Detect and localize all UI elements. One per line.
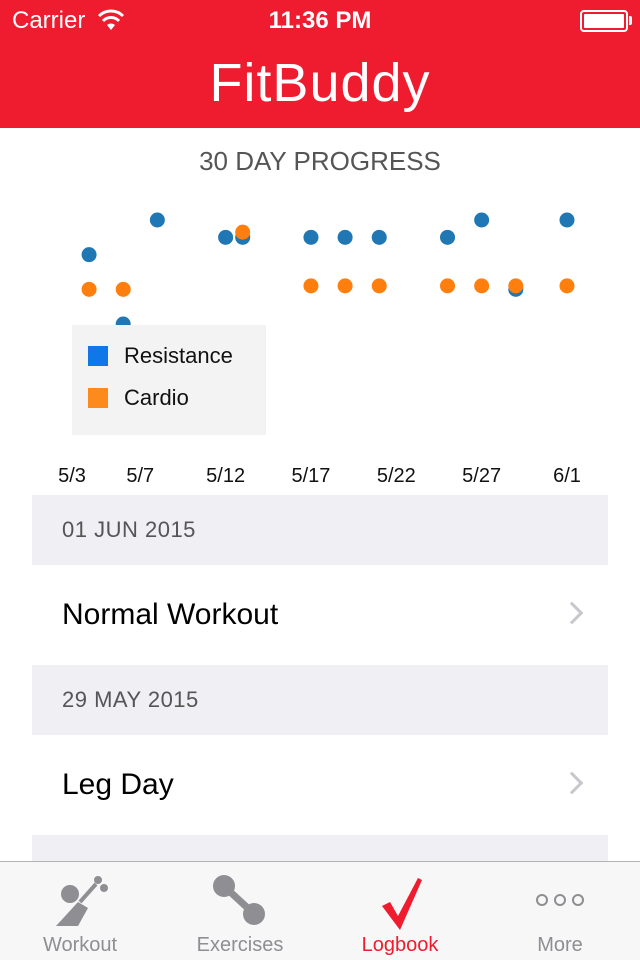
more-dots-icon [536,894,584,906]
workout-icon [56,876,108,926]
tab-label: Workout [42,934,118,956]
point-cardio-5 [371,278,387,294]
chevron-right-icon [560,771,584,795]
progress-chart: 5/3 5/7 5/12 5/17 5/22 5/27 6/1 30 DAY PROGRES… [0,128,640,495]
legend-label-cardio: Cardio [124,385,189,410]
wifi-icon [97,9,125,30]
point-cardio-6 [440,278,456,294]
section-header-date: 29 MAY 2015 [32,665,608,735]
tab-more[interactable]: More [480,862,640,960]
workout-row-leg-day[interactable]: Leg Day [32,735,608,835]
tab-logbook[interactable]: Logbook [320,862,480,960]
point-cardio-7 [474,278,490,294]
battery-tip [629,16,632,25]
chart-canvas: 5/3 5/7 5/12 5/17 5/22 5/27 6/1 [58,212,581,487]
workout-row-normal-workout[interactable]: Normal Workout [32,565,608,665]
section-header-date: 01 JUN 2015 [32,495,608,565]
point-resistance-9 [474,212,490,228]
x-tick-label: 5/7 [126,465,154,487]
x-tick-label: 5/22 [377,465,416,487]
logbook-list[interactable]: 01 JUN 2015 Normal Workout 29 MAY 2015 L… [32,495,608,861]
chart-title: 30 DAY PROGRESS [199,146,441,176]
tab-workout[interactable]: Workout [0,862,160,960]
point-resistance-0 [81,247,97,263]
app-title: FitBuddy [209,53,431,113]
battery-fill [584,14,624,28]
app-header: Carrier 11:36 PM FitBuddy [0,0,640,128]
legend-label-resistance: Resistance [124,343,233,368]
tab-exercises[interactable]: Exercises [160,862,320,960]
point-cardio-4 [337,278,353,294]
tab-label: Logbook [361,934,439,956]
legend-item-resistance: Resistance [88,341,233,371]
point-resistance-11 [559,212,575,228]
workout-name: Normal Workout [62,598,279,631]
carrier-label: Carrier [12,7,86,34]
point-resistance-6 [337,229,353,245]
workout-name: Leg Day [62,768,174,801]
point-resistance-7 [371,229,387,245]
checkmark-icon [382,878,422,930]
point-cardio-2 [235,224,251,240]
status-bar: Carrier 11:36 PM [0,0,640,40]
clock: 11:36 PM [268,7,372,34]
chevron-right-icon [560,601,584,625]
point-cardio-0 [81,281,97,297]
point-cardio-8 [508,278,524,294]
battery-icon [580,10,628,32]
chart-legend: Resistance Cardio [72,325,266,435]
point-resistance-3 [218,229,234,245]
tab-label: More [537,934,583,956]
point-cardio-1 [115,281,131,297]
point-cardio-3 [303,278,319,294]
x-tick-label: 6/1 [553,465,581,487]
point-resistance-2 [149,212,165,228]
point-cardio-9 [559,278,575,294]
point-resistance-5 [303,229,319,245]
legend-swatch-cardio [88,388,108,408]
x-tick-label: 5/27 [462,465,501,487]
section-header-partial [32,835,608,861]
x-tick-label: 5/12 [206,465,245,487]
x-tick-label: 5/3 [58,465,86,487]
tab-bar: Workout Exercises Logbook More [0,861,640,960]
legend-item-cardio: Cardio [88,383,189,413]
x-tick-label: 5/17 [291,465,330,487]
legend-swatch-resistance [88,346,108,366]
tab-label: Exercises [196,934,284,956]
dumbbell-icon [213,875,265,925]
point-resistance-8 [440,229,456,245]
